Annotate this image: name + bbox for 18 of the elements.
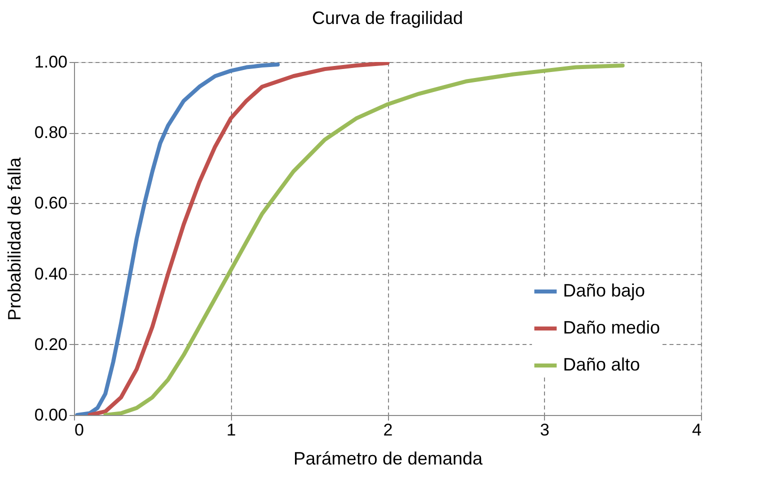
y-tick-label: 0.60	[34, 194, 68, 213]
y-tick-label: 0.40	[34, 264, 68, 284]
legend-label: Daño alto	[563, 354, 640, 374]
x-tick-label: 0	[74, 420, 84, 440]
y-tick-label: 0.20	[34, 334, 68, 354]
legend-label: Daño medio	[563, 318, 660, 338]
y-tick-label: 0.00	[34, 406, 68, 424]
x-tick-label: 2	[383, 420, 393, 440]
y-tick-label: 1.00	[34, 52, 68, 72]
x-axis-title: Parámetro de demanda	[293, 448, 484, 468]
x-tick-label: 3	[540, 420, 550, 440]
chart-title: Curva de fragilidad	[312, 8, 464, 28]
line-series	[88, 62, 390, 415]
x-tick-label: 4	[692, 420, 702, 440]
legend-label: Daño bajo	[563, 280, 646, 300]
y-tick-label: 0.80	[34, 123, 68, 142]
y-axis-title: Probabilidad de falla	[4, 156, 24, 321]
x-tick-label: 1	[226, 420, 236, 440]
